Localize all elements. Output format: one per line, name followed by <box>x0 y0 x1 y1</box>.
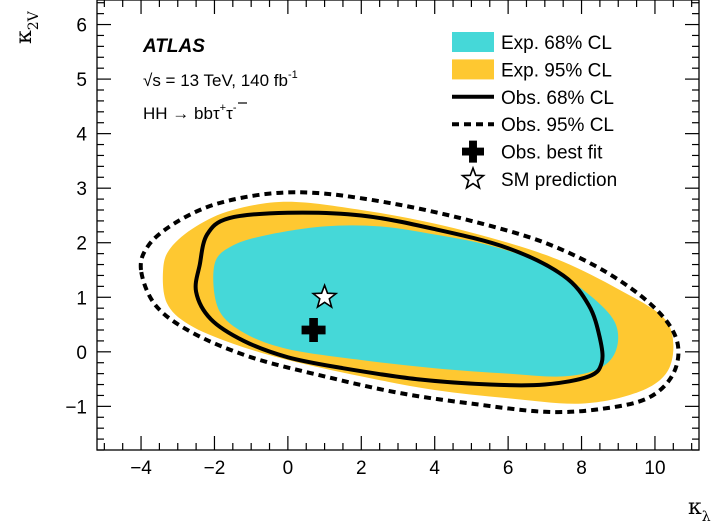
x-tick-label: 8 <box>576 458 587 479</box>
obs-95-contour <box>138 190 681 415</box>
legend-star-icon <box>460 165 486 190</box>
legend-entry: Obs. 68% CL <box>452 88 614 109</box>
y-tick-label: 5 <box>76 70 87 91</box>
best-fit-marker <box>301 318 326 342</box>
x-tick-label: 2 <box>356 458 367 479</box>
legend-entry: Obs. 95% CL <box>452 115 614 136</box>
y-tick-label: 0 <box>76 343 87 364</box>
legend-entry: Exp. 95% CL <box>452 59 612 81</box>
atlas-label-block: ATLAS √s = 13 TeV, 140 fb-1 HH → bbτ+τ- <box>142 36 298 123</box>
y-tick-label: 3 <box>76 179 87 200</box>
x-tick-label: 10 <box>644 458 665 479</box>
legend-label: Exp. 68% CL <box>501 33 612 54</box>
x-tick-label: 4 <box>429 458 440 479</box>
legend-label: Obs. 95% CL <box>501 115 614 136</box>
contour-lines <box>138 190 681 415</box>
legend-label: Obs. 68% CL <box>501 88 614 109</box>
energy-lumi-label: √s = 13 TeV, 140 fb-1 <box>143 69 298 90</box>
legend-label: Exp. 95% CL <box>501 60 612 81</box>
sm-prediction-marker <box>311 283 339 309</box>
legend-swatch <box>452 32 494 52</box>
legend-cross-icon <box>462 140 484 163</box>
legend-swatch <box>452 59 494 80</box>
y-tick-label: 2 <box>76 234 87 255</box>
legend-label: SM prediction <box>501 170 617 191</box>
axes: −4 −2 0 2 4 6 8 10 −1 0 1 2 3 4 5 6 <box>65 0 700 479</box>
x-tick-label: −4 <box>130 458 152 479</box>
experiment-label: ATLAS <box>142 36 205 57</box>
legend-entry: Exp. 68% CL <box>452 32 612 54</box>
legend-label: Obs. best fit <box>501 143 603 164</box>
x-tick-label: 0 <box>283 458 294 479</box>
legend-entry: Obs. best fit <box>462 140 603 164</box>
y-tick-label: −1 <box>65 397 87 418</box>
process-label: HH → bbτ+τ- <box>143 102 237 123</box>
obs-68-contour <box>193 210 605 388</box>
x-tick-label: −2 <box>204 458 226 479</box>
y-tick-label: 1 <box>76 288 87 309</box>
x-tick-label: 6 <box>503 458 514 479</box>
markers <box>301 283 339 342</box>
legend: Exp. 68% CL Exp. 95% CL Obs. 68% CL Obs. 95… <box>452 32 617 191</box>
y-tick-label: 4 <box>76 125 87 146</box>
legend-entry: SM prediction <box>460 165 617 191</box>
y-axis-label: κ2V <box>12 10 42 44</box>
y-tick-label: 6 <box>76 16 87 37</box>
x-axis-label: κλ <box>688 495 711 525</box>
